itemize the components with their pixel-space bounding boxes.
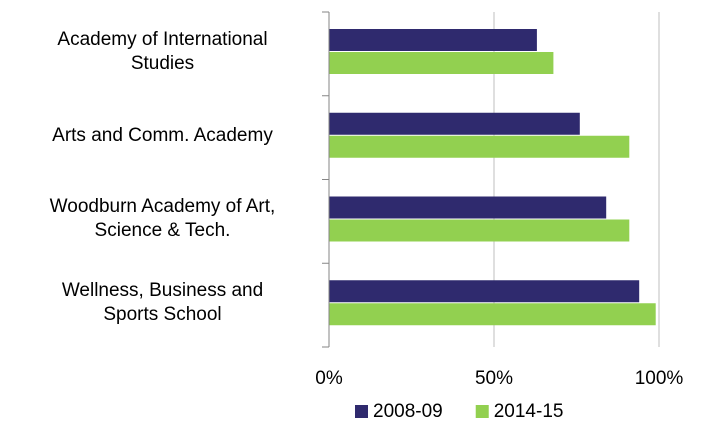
- x-tick-label: 50%: [475, 368, 513, 389]
- y-tick-label: Wellness, Business and Sports School: [61, 280, 264, 326]
- x-tick-label: 0%: [315, 368, 343, 389]
- bar: [329, 303, 656, 326]
- y-tick-label: Arts and Comm. Academy: [52, 124, 273, 146]
- legend-swatch: [355, 405, 368, 418]
- bar: [329, 112, 580, 135]
- bar: [329, 29, 537, 51]
- legend-label: 2008-09: [373, 401, 443, 422]
- bar: [329, 219, 630, 242]
- bar: [329, 135, 630, 158]
- bar: [329, 196, 607, 219]
- legend-swatch: [475, 405, 489, 418]
- y-tick-label: Academy of International Studies: [57, 28, 268, 74]
- bar: [329, 280, 640, 303]
- bar: [329, 52, 554, 74]
- legend-label: 2014-15: [494, 401, 564, 422]
- y-tick-label: Woodburn Academy of Art, Science & Tech.: [49, 196, 276, 242]
- x-tick-label: 100%: [635, 368, 684, 389]
